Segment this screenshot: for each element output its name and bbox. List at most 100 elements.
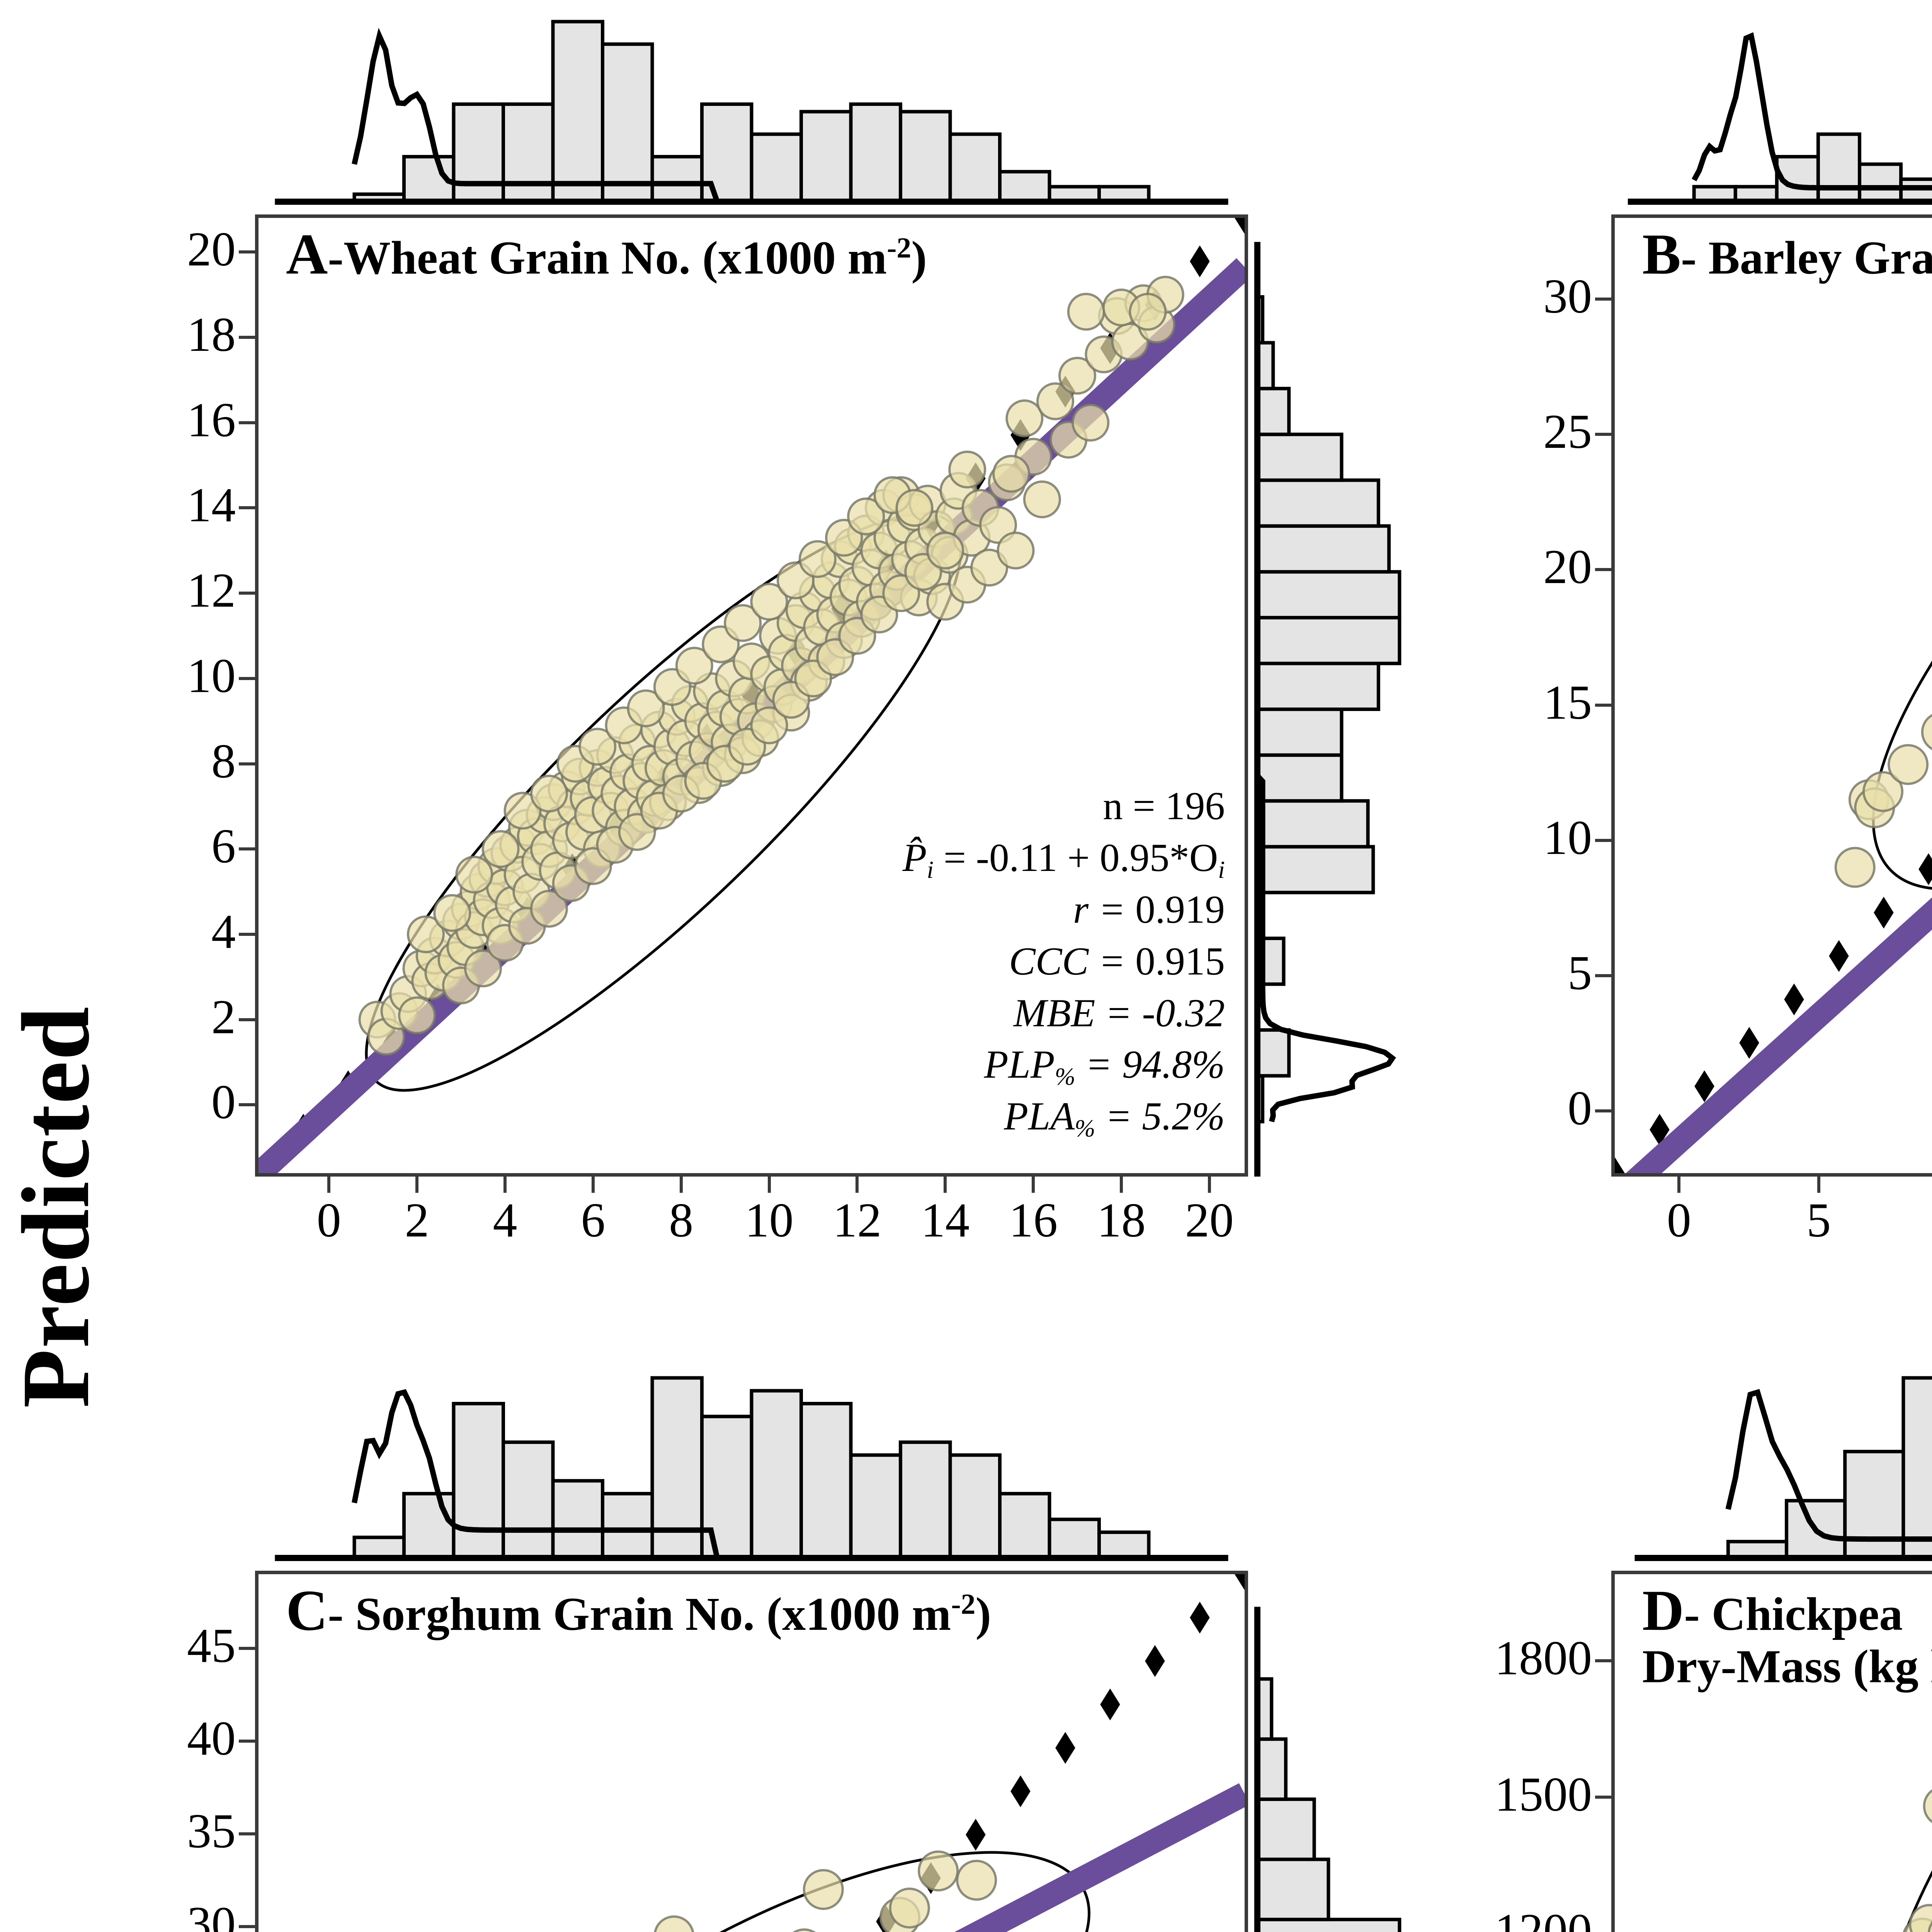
data-points-D <box>1903 1789 1932 1932</box>
panel-b-ytick-3: 15 <box>1543 675 1592 730</box>
panel-a-title-tail: ) <box>911 232 927 284</box>
panel-b-letter: B <box>1642 222 1681 286</box>
panel-b-ytick-0: 0 <box>1568 1081 1592 1135</box>
panel-a-stat-equation: P̂i = -0.11 + 0.95*Oi <box>902 835 1225 883</box>
panel-d-title-line2: Dry-Mass (kg ha <box>1642 1640 1932 1693</box>
regression-line-B <box>1626 897 1932 1173</box>
panel-c-ytick-6: 30 <box>187 1897 236 1932</box>
panel-c-right-marginal-histogram <box>1252 1571 1418 1932</box>
panel-a-ytick-mark-3 <box>239 847 255 851</box>
panel-d-title-text: - Chickpea <box>1684 1588 1903 1640</box>
panel-d-ytick-mark-6 <box>1595 1659 1611 1662</box>
panel-a-xtick-mark-2 <box>503 1177 507 1193</box>
panel-b-xtick-2: 10 <box>1862 1193 1932 1248</box>
panel-a-ytick-mark-2 <box>239 933 255 936</box>
data-points-B <box>1834 714 1932 888</box>
panel-d-letter: D <box>1642 1578 1684 1643</box>
panel-a-xtick-mark-0 <box>327 1177 331 1193</box>
panel-b-title-text: - Barley Grain No. (x1000 m <box>1681 232 1932 284</box>
panel-a-xtick-7: 14 <box>921 1194 970 1247</box>
panel-c-ytick-mark-7 <box>239 1832 255 1835</box>
panel-c-ytick-8: 40 <box>187 1712 236 1765</box>
panel-a-xtick-mark-5 <box>767 1177 771 1193</box>
panel-a-ytick-10: 20 <box>187 223 236 277</box>
panel-a-ytick-mark-1 <box>239 1018 255 1021</box>
panel-b-xtick-mark-1 <box>1817 1177 1820 1193</box>
panel-a-xtick-5: 10 <box>745 1194 794 1247</box>
panel-a-xtick-2: 4 <box>493 1194 517 1247</box>
panel-a-plot-area <box>255 214 1248 1177</box>
panel-c-title-tail: ) <box>975 1588 992 1640</box>
data-points-C <box>654 1850 997 1932</box>
identity-line-B <box>1615 853 1932 1173</box>
confidence-ellipse-B <box>1872 287 1932 891</box>
panel-a-xtick-mark-8 <box>1032 1177 1035 1193</box>
panel-c-ytick-mark-6 <box>239 1925 255 1928</box>
panel-a-ytick-0: 0 <box>211 1075 236 1129</box>
panel-a-ytick-mark-0 <box>239 1103 255 1107</box>
panel-a-xtick-4: 8 <box>669 1194 694 1247</box>
panel-a-xtick-mark-9 <box>1120 1177 1123 1193</box>
panel-c-title-exponent: -2 <box>951 1588 976 1621</box>
panel-a-ytick-5: 10 <box>187 649 236 703</box>
panel-a-xtick-1: 2 <box>405 1194 429 1247</box>
panel-a-stat-n: n = 196 <box>1103 784 1225 828</box>
panel-a-xtick-mark-6 <box>855 1177 859 1193</box>
panel-d-ytick-mark-5 <box>1595 1795 1611 1799</box>
panel-b-ytick-mark-1 <box>1595 974 1611 977</box>
panel-a-xtick-6: 12 <box>833 1194 882 1247</box>
panel-a-xtick-10: 20 <box>1185 1194 1234 1247</box>
panel-c-title: C- Sorghum Grain No. (x1000 m-2) <box>286 1580 991 1641</box>
panel-c-top-marginal-histogram <box>255 1360 1248 1565</box>
panel-b-ytick-mark-6 <box>1595 298 1611 301</box>
panel-a-title-exponent: -2 <box>887 232 912 264</box>
panel-a-ytick-2: 4 <box>211 905 236 959</box>
panel-a-xtick-0: 0 <box>316 1194 341 1247</box>
panel-b-xtick-1: 5 <box>1806 1194 1831 1247</box>
panel-b-ytick-mark-2 <box>1595 838 1611 842</box>
panel-a-ytick-1: 2 <box>211 990 236 1044</box>
panel-a-xtick-9: 18 <box>1097 1194 1146 1247</box>
panel-b-ytick-5: 25 <box>1543 405 1592 459</box>
panel-a-scatter <box>259 218 1245 1173</box>
panel-a-stat-r: r = 0.919 <box>1073 887 1225 932</box>
panel-a-stats-block: n = 196 P̂i = -0.11 + 0.95*Oi r = 0.919 … <box>734 781 1225 1143</box>
panel-c-scatter <box>480 1574 1245 1932</box>
panel-a-xtick-mark-7 <box>944 1177 947 1193</box>
panel-a-stat-mbe: MBE = -0.32 <box>1013 991 1225 1035</box>
panel-a-title-text: -Wheat Grain No. (x1000 m <box>328 232 887 284</box>
panel-c-top-hist <box>275 1376 1228 1561</box>
panel-b-plot-area <box>1611 214 1932 1177</box>
panel-a-xtick-mark-4 <box>679 1177 683 1193</box>
panel-d-top-hist <box>1634 1376 1932 1561</box>
panel-d-top-marginal-histogram <box>1611 1360 1932 1565</box>
panel-c-ytick-9: 45 <box>187 1619 236 1673</box>
panel-b-ytick-mark-5 <box>1595 433 1611 436</box>
panel-a-ytick-9: 18 <box>187 308 236 362</box>
panel-d-ytick-5: 1500 <box>1495 1767 1592 1821</box>
panel-c-ytick-mark-8 <box>239 1740 255 1743</box>
panel-a-right-marginal-histogram <box>1252 214 1418 1177</box>
panel-a-ytick-7: 14 <box>187 478 236 532</box>
panel-a-ytick-mark-4 <box>239 762 255 765</box>
panel-a-ytick-mark-5 <box>239 677 255 680</box>
panel-b-ytick-mark-4 <box>1595 568 1611 571</box>
panel-a-stat-ccc: CCC = 0.915 <box>1009 939 1225 983</box>
panel-d-scatter <box>1860 1733 1932 1932</box>
panel-d-title: D- Chickpea Dry-Mass (kg ha-1) <box>1642 1580 1932 1691</box>
panel-c-right-hist <box>1254 1607 1401 1932</box>
panel-b-top-hist <box>1628 32 1932 205</box>
panel-a-xtick-8: 16 <box>1009 1194 1058 1247</box>
panel-a-right-hist <box>1254 242 1401 1177</box>
panel-a-ytick-3: 6 <box>211 820 236 874</box>
panel-b-ytick-2: 10 <box>1543 811 1592 865</box>
panel-a-xtick-mark-10 <box>1208 1177 1211 1193</box>
panel-a-ytick-mark-10 <box>239 250 255 254</box>
panel-a-xtick-mark-3 <box>591 1177 595 1193</box>
panel-b-top-marginal-histogram <box>1611 4 1932 209</box>
panel-c-letter: C <box>286 1578 328 1643</box>
panel-a-top-marginal-histogram <box>255 4 1248 209</box>
panel-a-xtick-mark-1 <box>415 1177 419 1193</box>
panel-d-ytick-4: 1200 <box>1495 1904 1592 1932</box>
